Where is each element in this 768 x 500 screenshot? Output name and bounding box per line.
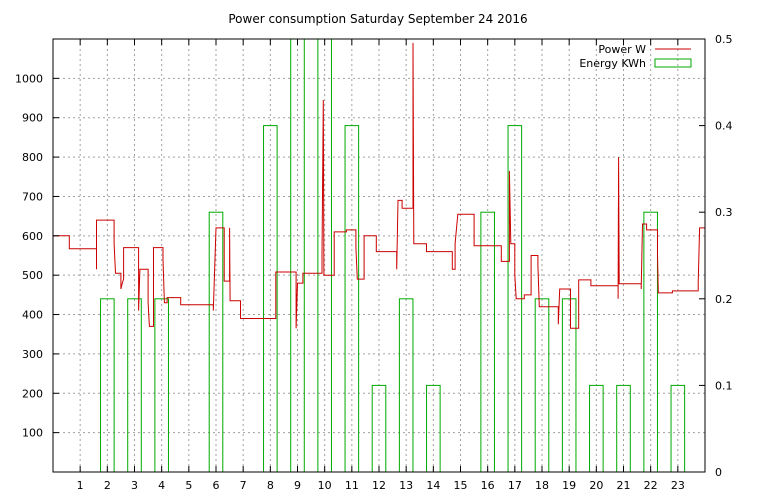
y-left-tick-label: 200 xyxy=(22,387,43,400)
y-right-tick-label: 0.4 xyxy=(715,120,733,133)
x-tick-label: 10 xyxy=(318,479,332,492)
energy-bars xyxy=(100,38,686,473)
energy-bar xyxy=(208,211,224,473)
grid-lines xyxy=(53,39,705,472)
power-line xyxy=(53,42,705,329)
x-tick-label: 20 xyxy=(589,479,603,492)
x-tick-label: 17 xyxy=(508,479,522,492)
x-tick-label: 15 xyxy=(454,479,468,492)
axis-ticks: 1 2 3 4 5 6 7 8 9 10 11 12 13 14 15 16 17 18 19 20 21 22 23100… xyxy=(15,33,733,492)
legend-label-power: Power W xyxy=(598,43,646,56)
x-tick-label: 8 xyxy=(267,479,274,492)
x-tick-label: 21 xyxy=(617,479,631,492)
x-tick-label: 1 xyxy=(77,479,84,492)
x-tick-label: 2 xyxy=(104,479,111,492)
x-tick-label: 22 xyxy=(644,479,658,492)
y-right-tick-label: 0.3 xyxy=(715,206,733,219)
x-tick-label: 11 xyxy=(345,479,359,492)
x-tick-label: 3 xyxy=(131,479,138,492)
y-left-tick-label: 500 xyxy=(22,269,43,282)
x-tick-label: 14 xyxy=(426,479,440,492)
x-tick-label: 18 xyxy=(535,479,549,492)
x-tick-label: 16 xyxy=(481,479,495,492)
x-tick-label: 5 xyxy=(185,479,192,492)
x-tick-label: 13 xyxy=(399,479,413,492)
y-left-tick-label: 900 xyxy=(22,112,43,125)
y-left-tick-label: 700 xyxy=(22,190,43,203)
x-tick-label: 19 xyxy=(562,479,576,492)
y-left-tick-label: 600 xyxy=(22,230,43,243)
x-tick-label: 12 xyxy=(372,479,386,492)
y-right-tick-label: 0.2 xyxy=(715,293,733,306)
y-left-tick-label: 1000 xyxy=(15,72,43,85)
y-left-tick-label: 800 xyxy=(22,151,43,164)
legend-swatch-energy xyxy=(654,58,692,68)
x-tick-label: 4 xyxy=(158,479,165,492)
x-tick-label: 7 xyxy=(240,479,247,492)
y-right-tick-label: 0 xyxy=(715,466,722,479)
y-right-tick-label: 0.1 xyxy=(715,379,733,392)
legend-label-energy: Energy KWh xyxy=(579,57,646,70)
y-right-tick-label: 0.5 xyxy=(715,33,733,46)
energy-bar xyxy=(480,211,495,473)
energy-bar xyxy=(643,211,658,473)
x-tick-label: 9 xyxy=(294,479,301,492)
y-left-tick-label: 100 xyxy=(22,427,43,440)
y-left-tick-label: 300 xyxy=(22,348,43,361)
y-left-tick-label: 400 xyxy=(22,309,43,322)
chart-title: Power consumption Saturday September 24 … xyxy=(228,12,527,26)
x-tick-label: 23 xyxy=(671,479,685,492)
x-tick-label: 6 xyxy=(213,479,220,492)
